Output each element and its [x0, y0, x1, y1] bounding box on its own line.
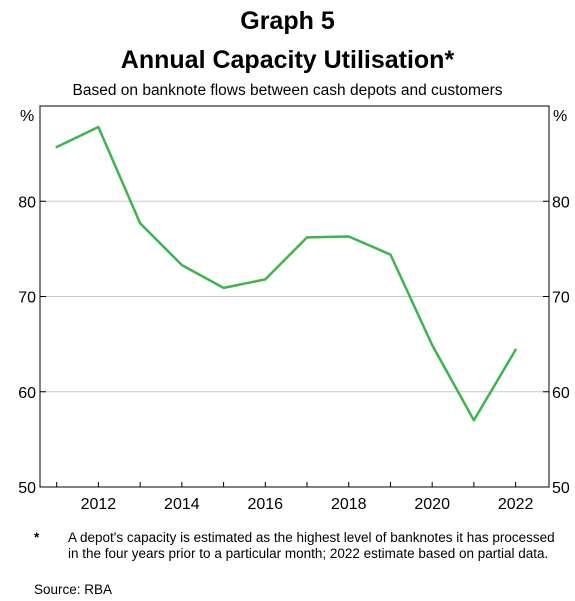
footnote-text: A depot's capacity is estimated as the h… — [68, 530, 555, 561]
gridlines — [40, 200, 549, 393]
chart-title-line-2: Annual Capacity Utilisation* — [120, 46, 455, 74]
x-tick-label-2012: 2012 — [81, 496, 117, 513]
y-unit-right: % — [553, 108, 567, 125]
x-tick-label-2014: 2014 — [164, 496, 200, 513]
footnote-marker: * — [34, 530, 40, 545]
y-tick-label-right-80: 80 — [552, 194, 570, 211]
series-line-0 — [55, 125, 517, 422]
y-tick-label-left-50: 50 — [18, 480, 36, 497]
chart-title-line-1: Graph 5 — [240, 7, 335, 35]
y-tick-label-left-70: 70 — [18, 290, 36, 307]
x-tick-label-2016: 2016 — [247, 496, 283, 513]
series-layer — [55, 125, 517, 422]
y-tick-label-right-60: 60 — [552, 385, 570, 402]
x-tick-label-2020: 2020 — [414, 496, 450, 513]
chart-subtitle: Based on banknote flows between cash dep… — [72, 82, 503, 99]
axis-ticks: 50 50 60 60 70 70 80 80 2012 2014 2016 2018 2020 2022 — [18, 194, 570, 513]
y-tick-label-left-80: 80 — [18, 194, 36, 211]
source-note: Source: RBA — [34, 582, 113, 597]
y-tick-label-left-60: 60 — [18, 385, 36, 402]
x-tick-label-2022: 2022 — [498, 496, 534, 513]
y-tick-label-right-50: 50 — [552, 480, 570, 497]
y-tick-label-right-70: 70 — [552, 290, 570, 307]
y-unit-left: % — [20, 108, 34, 125]
x-tick-label-2018: 2018 — [331, 496, 367, 513]
